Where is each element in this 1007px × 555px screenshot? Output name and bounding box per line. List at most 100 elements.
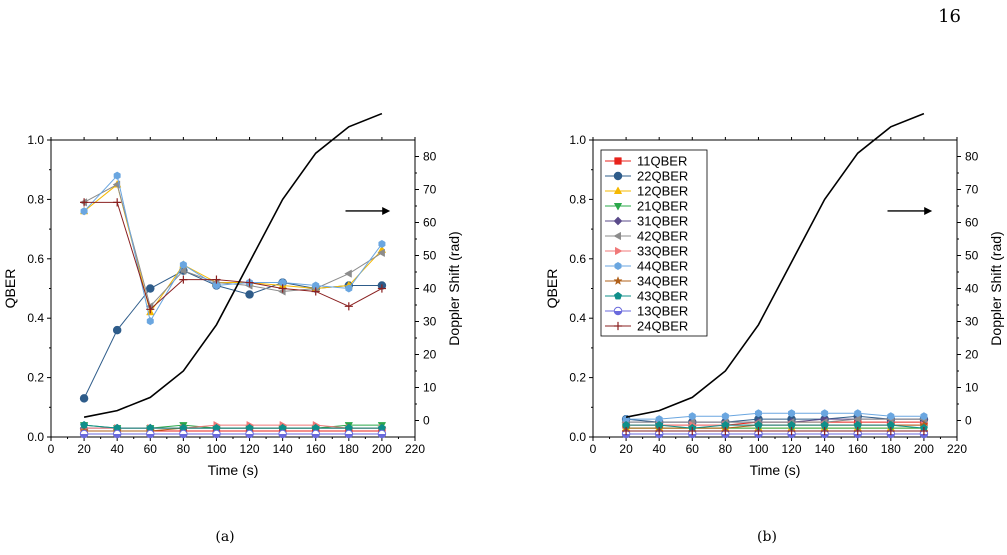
data-point-fill xyxy=(245,434,254,438)
series-11QBER xyxy=(622,418,928,429)
legend-label: 42QBER xyxy=(637,229,688,244)
data-point xyxy=(377,429,387,439)
data-point-fill xyxy=(179,434,188,438)
data-point xyxy=(688,412,696,421)
legend-box xyxy=(600,149,708,337)
x-tick-label: 160 xyxy=(848,442,868,456)
data-point xyxy=(377,248,385,258)
series-line xyxy=(84,201,383,311)
series-line xyxy=(626,412,924,420)
data-point xyxy=(245,429,254,439)
x-tick-label: 0 xyxy=(590,442,597,456)
x-tick-label: 180 xyxy=(881,442,901,456)
x-tick-label: 160 xyxy=(306,442,326,456)
y-tick-label: 1.0 xyxy=(27,133,44,147)
data-point xyxy=(754,426,763,436)
series-line xyxy=(626,424,924,429)
data-point xyxy=(788,409,796,418)
data-point xyxy=(655,426,664,436)
legend-item: 42QBER xyxy=(605,229,688,244)
data-point-fill xyxy=(754,434,763,438)
y-axis-label: QBER xyxy=(2,269,18,309)
x-tick-label: 80 xyxy=(719,442,733,456)
x-tick-label: 220 xyxy=(947,442,967,456)
x-tick-label: 220 xyxy=(405,442,425,456)
legend-label: 13QBER xyxy=(637,304,688,319)
chart-panel-b: 0 20 40 60 80 100 120 140 160 180 200 2200.00.20.40… xyxy=(544,112,1004,478)
legend-swatch-marker xyxy=(613,306,623,316)
data-point xyxy=(344,269,352,278)
x-tick-label: 20 xyxy=(619,442,633,456)
y2-tick-label: 70 xyxy=(965,183,979,197)
legend-item: 22QBER xyxy=(605,169,688,184)
y-tick-label: 1.0 xyxy=(569,133,586,147)
series-44QBER xyxy=(622,409,928,424)
series-42QBER xyxy=(621,415,927,427)
series-line xyxy=(83,183,383,308)
y2-axis-label: Doppler Shift (rad) xyxy=(446,231,462,345)
data-point xyxy=(79,394,89,403)
legend-swatch-marker xyxy=(613,291,623,300)
y-tick-label: 0.4 xyxy=(569,311,586,325)
data-point xyxy=(311,287,320,296)
legend-item: 44QBER xyxy=(605,259,688,274)
data-point-fill xyxy=(278,434,287,438)
legend-swatch-marker xyxy=(613,216,623,226)
legend: 11QBER22QBER12QBER21QBER31QBER42QBER33QB… xyxy=(600,149,708,337)
y2-tick-label: 50 xyxy=(965,249,979,263)
data-point xyxy=(853,415,861,424)
right-axis-arrowhead xyxy=(924,206,933,215)
y2-tick-label: 10 xyxy=(965,381,979,395)
legend-label: 44QBER xyxy=(637,259,688,274)
data-point xyxy=(278,284,287,293)
series-44QBER xyxy=(80,171,386,326)
legend-label: 24QBER xyxy=(637,319,688,334)
y2-tick-label: 50 xyxy=(423,249,437,263)
legend-swatch-marker xyxy=(615,246,623,256)
legend-item: 24QBER xyxy=(605,319,688,334)
series-line xyxy=(626,418,924,423)
data-point xyxy=(80,198,89,207)
data-point-fill xyxy=(113,434,121,438)
data-point xyxy=(377,284,386,293)
x-axis-label: Time (s) xyxy=(208,462,259,478)
right-axis-arrowhead xyxy=(382,206,391,215)
legend-label: 34QBER xyxy=(637,274,688,289)
y2-tick-label: 30 xyxy=(423,315,437,329)
data-point xyxy=(212,429,221,439)
y2-tick-label: 40 xyxy=(423,282,437,296)
x-tick-label: 140 xyxy=(273,442,293,456)
series-31QBER xyxy=(621,414,929,427)
data-point xyxy=(112,325,122,335)
series-33QBER xyxy=(81,420,387,433)
series-24QBER xyxy=(622,426,928,436)
x-tick-label: 40 xyxy=(653,442,667,456)
y2-tick-label: 10 xyxy=(423,381,437,395)
y2-tick-label: 60 xyxy=(965,216,979,230)
data-point xyxy=(245,278,254,287)
data-point xyxy=(754,409,762,418)
data-point xyxy=(112,429,122,439)
x-tick-label: 100 xyxy=(206,442,226,456)
series-line xyxy=(83,174,383,323)
data-point-fill xyxy=(311,434,320,438)
data-point xyxy=(721,426,730,436)
data-point xyxy=(113,198,122,207)
x-tick-label: 80 xyxy=(177,442,191,456)
panel-caption-a: (a) xyxy=(215,529,234,545)
data-point-fill xyxy=(820,434,829,438)
series-42QBER xyxy=(79,180,385,311)
data-point xyxy=(787,426,796,436)
x-tick-label: 120 xyxy=(240,442,260,456)
legend-item: 43QBER xyxy=(605,289,688,304)
data-point xyxy=(622,426,631,436)
legend-label: 22QBER xyxy=(637,169,688,184)
legend-swatch-marker xyxy=(614,157,622,165)
data-point xyxy=(919,426,928,436)
legend-swatch-marker xyxy=(613,275,623,286)
y-tick-label: 0.0 xyxy=(27,430,44,444)
panel-caption-b: (b) xyxy=(757,529,777,545)
x-axis-label: Time (s) xyxy=(750,462,801,478)
series-line xyxy=(84,424,382,429)
data-point-fill xyxy=(212,434,221,438)
